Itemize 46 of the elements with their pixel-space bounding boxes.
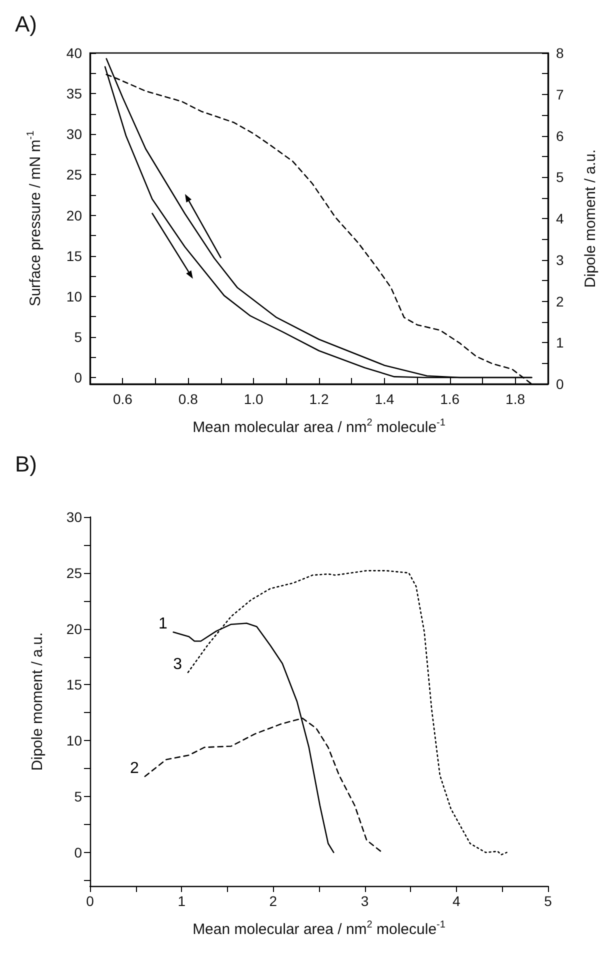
y-tick-label: 30 [66,509,82,525]
y-tick-label: 15 [66,248,82,264]
series-label: 1 [158,616,168,633]
y-axis-title: Dipole moment / a.u. [29,632,46,771]
y-tick-label: 25 [66,166,82,183]
y-tick-label: 20 [66,207,82,224]
y2-tick-label: 0 [556,376,564,392]
y-tick-label: 20 [66,620,82,637]
x-tick-label: 0 [86,893,94,909]
x-tick-label: 1 [178,893,186,909]
y2-tick-label: 8 [556,45,564,61]
y-tick-label: 5 [74,788,82,805]
y2-tick-label: 5 [556,169,564,186]
x-tick-label: 5 [544,893,552,909]
y2-tick-label: 6 [556,128,564,144]
y-tick-label: 0 [74,370,82,386]
x-tick-label: 1.8 [506,391,526,407]
y2-axis-title: Dipole moment / a.u. [582,149,599,288]
x-tick-label: 1.2 [309,391,329,407]
y2-tick-label: 3 [556,252,564,268]
x-tick-label: 2 [269,893,278,909]
y-tick-label: 25 [66,564,82,581]
y-tick-label: 40 [66,45,82,61]
series-label: 2 [130,760,140,777]
x-tick-label: 3 [360,893,369,909]
series-label: 3 [173,656,182,673]
y-axis-title: Surface pressure / mN m-1 [26,130,44,306]
x-tick-label: 4 [452,893,460,909]
x-tick-label: 0.6 [112,391,133,407]
x-tick-label: 1.0 [244,391,264,407]
y-tick-label: 10 [66,732,82,749]
y-tick-label: 15 [66,676,82,693]
x-tick-label: 1.6 [440,391,460,407]
y2-tick-label: 2 [556,293,564,310]
y-tick-label: 30 [66,126,82,142]
y2-tick-label: 1 [556,334,564,351]
x-tick-label: 0.8 [178,391,198,407]
y2-tick-label: 4 [556,210,564,226]
chart-title: A) [15,12,37,36]
y-tick-label: 10 [66,288,82,304]
x-tick-label: 1.4 [374,391,394,407]
chart-title: B) [15,452,37,476]
y2-tick-label: 7 [556,86,564,102]
y-tick-label: 0 [74,844,82,860]
y-tick-label: 5 [74,328,82,345]
y-tick-label: 35 [66,86,82,102]
